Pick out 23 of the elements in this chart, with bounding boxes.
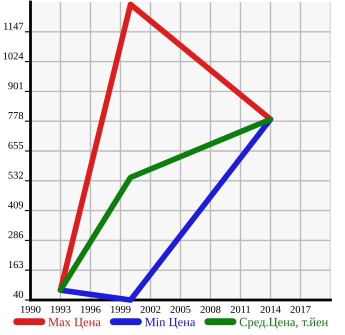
x-tick-label: 1990 — [21, 306, 41, 313]
y-tick-label: 1024 — [4, 52, 24, 60]
y-tick-label: 532 — [8, 172, 23, 179]
y-tick-label: 40 — [13, 290, 24, 298]
x-tick-label: 1999 — [111, 306, 130, 313]
x-tick-label: 1993 — [51, 306, 71, 313]
x-tick-label: 2014 — [260, 306, 281, 313]
y-tick-label: 1147 — [4, 22, 24, 30]
x-tick-label: 2017 — [290, 306, 311, 313]
x-tick-label: 2005 — [170, 306, 191, 313]
y-tick-label: 163 — [8, 261, 24, 268]
x-tick-label: 2011 — [230, 306, 250, 313]
x-tick-label: 2008 — [200, 306, 221, 313]
y-tick-label: 286 — [8, 231, 24, 238]
y-tick-label: 901 — [8, 82, 23, 90]
y-tick-label: 778 — [8, 112, 24, 120]
legend-label: Max Цена — [48, 318, 101, 329]
y-tick-label: 409 — [8, 201, 24, 208]
x-tick-label: 2002 — [140, 306, 160, 313]
legend-label: Сред.Цена, т.йен — [240, 318, 328, 329]
legend-label: Min Цена — [144, 318, 196, 329]
y-tick-label: 655 — [8, 142, 24, 149]
x-tick-label: 1996 — [81, 306, 101, 313]
